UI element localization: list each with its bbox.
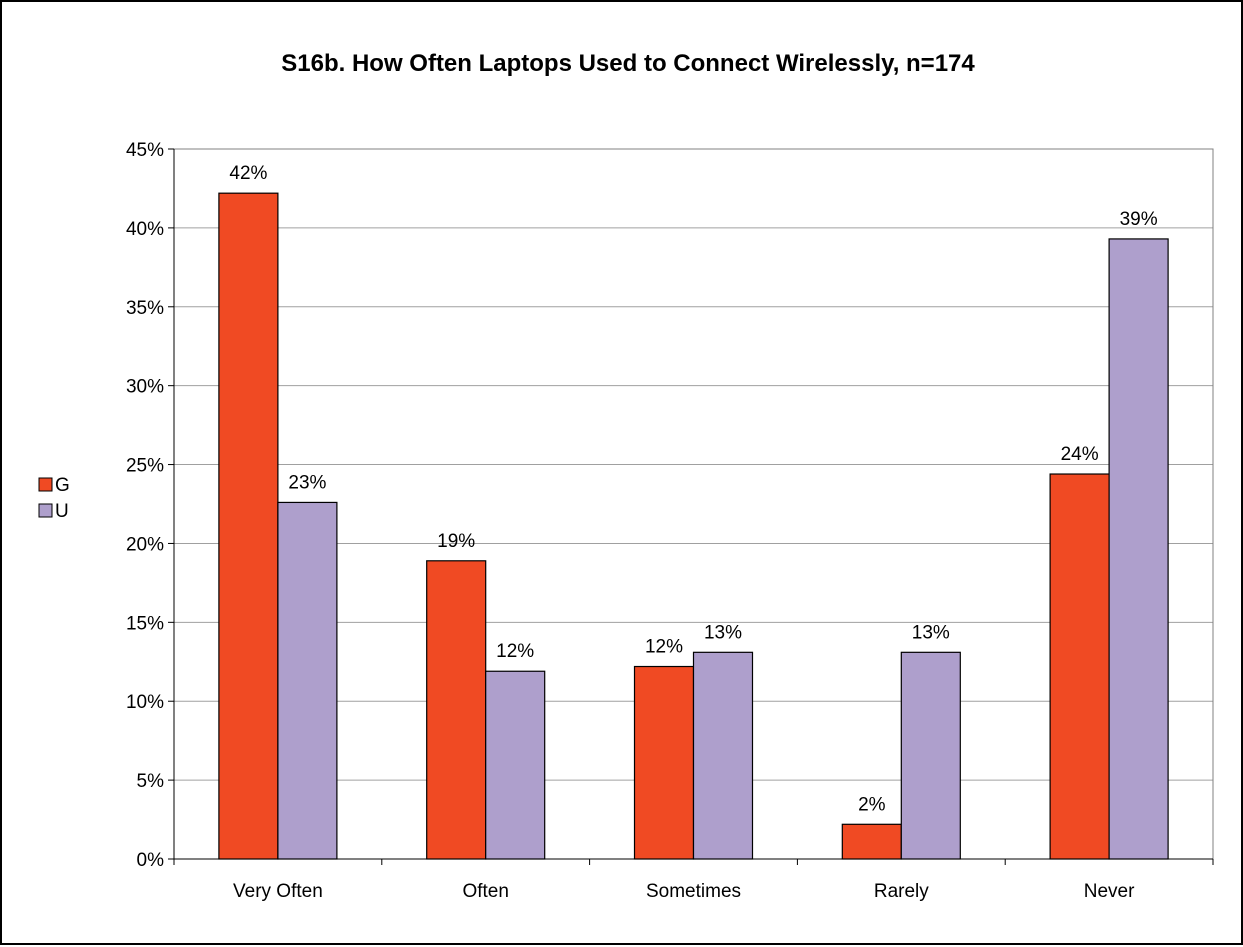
y-tick-label: 10%: [126, 692, 164, 713]
x-tick-label: Rarely: [874, 881, 929, 902]
y-tick-label: 25%: [126, 456, 164, 477]
bar-u-never: [1108, 238, 1169, 860]
data-label: 12%: [496, 641, 534, 662]
data-label: 13%: [704, 622, 742, 643]
data-label: 12%: [645, 637, 683, 658]
data-label: 19%: [437, 531, 475, 552]
data-label: 2%: [858, 794, 886, 815]
data-label: 24%: [1061, 444, 1099, 465]
y-tick-label: 35%: [126, 298, 164, 319]
axes: 0% 5% 10% 15% 20% 25% 30% 35% 40% 45% Very Often Of…: [126, 140, 1214, 902]
y-tick-label: 20%: [126, 534, 164, 555]
legend-swatch-g: [38, 477, 53, 492]
x-tick-label: Sometimes: [646, 881, 741, 902]
y-tick-label: 5%: [137, 771, 165, 792]
bar-g-never: [1049, 473, 1110, 860]
y-tick-label: 0%: [137, 850, 165, 871]
data-labels: 42% 23% 19% 12% 12% 13% 2% 13% 24% 39%: [229, 163, 1157, 815]
data-label: 42%: [229, 163, 267, 184]
x-tick-label: Often: [462, 881, 508, 902]
legend-label-u: U: [55, 501, 69, 522]
y-tick-label: 15%: [126, 613, 164, 634]
data-label: 23%: [288, 472, 326, 493]
x-tick-label: Never: [1084, 881, 1135, 902]
legend-swatch-u: [38, 503, 53, 518]
legend: GU: [38, 475, 70, 522]
y-tick-label: 45%: [126, 140, 164, 161]
data-label: 13%: [912, 622, 950, 643]
y-tick-label: 40%: [126, 219, 164, 240]
chart-title: S16b. How Often Laptops Used to Connect …: [281, 50, 975, 77]
bar-g-rarely: [841, 823, 902, 860]
legend-label-g: G: [55, 475, 70, 496]
bar-u-very-often: [277, 501, 338, 860]
bar-u-rarely: [900, 651, 961, 860]
x-tick-label: Very Often: [233, 881, 323, 902]
bar-u-often: [485, 670, 546, 860]
gridlines: [174, 227, 1213, 781]
y-tick-label: 30%: [126, 377, 164, 398]
bar-g-very-often: [218, 192, 279, 860]
bar-g-sometimes: [633, 665, 695, 860]
bar-g-often: [426, 560, 487, 860]
bars: [218, 192, 1169, 860]
bar-u-sometimes: [692, 651, 754, 860]
data-label: 39%: [1120, 209, 1158, 230]
